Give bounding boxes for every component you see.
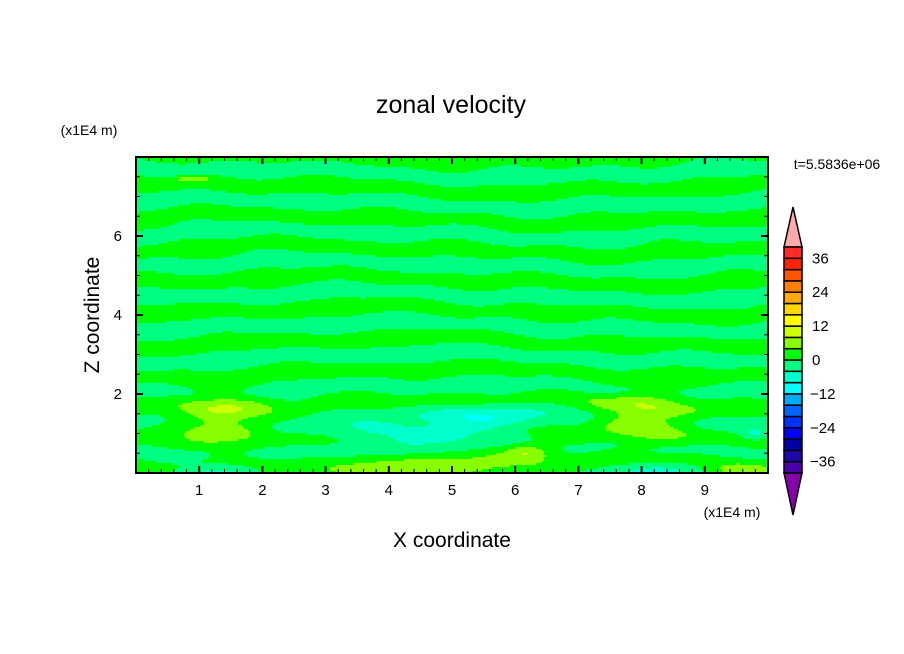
colorbar-box (783, 415, 803, 429)
colorbar-box (783, 325, 803, 339)
colorbar-under-triangle (783, 472, 803, 516)
chart-title: zonal velocity (376, 91, 527, 119)
y-axis-label: Z coordinate (81, 257, 104, 374)
colorbar-box (783, 449, 803, 463)
x-tick-label: 2 (258, 482, 266, 499)
colorbar-tick-label: 0 (812, 352, 820, 369)
x-tick-label: 5 (448, 482, 456, 499)
x-tick-label: 9 (701, 482, 709, 499)
y-tick-label: 4 (114, 307, 122, 324)
contour-field (136, 157, 768, 473)
colorbar-box (783, 404, 803, 418)
colorbar: 36 24 12 0 −12 −24 −36 (783, 206, 835, 516)
y-unit-label: (x1E4 m) (61, 122, 118, 138)
plot-frame (135, 156, 769, 474)
x-tick-label: 4 (385, 482, 393, 499)
x-unit-label: (x1E4 m) (704, 504, 761, 520)
x-tick-label: 6 (511, 482, 519, 499)
colorbar-tick-label: −24 (810, 420, 835, 437)
colorbar-box (783, 438, 803, 452)
colorbar-over-triangle (783, 206, 803, 248)
colorbar-box (783, 280, 803, 293)
colorbar-box (783, 393, 803, 406)
colorbar-box (783, 336, 803, 350)
y-tick-label: 6 (114, 228, 122, 245)
colorbar-box (783, 347, 803, 361)
colorbar-box (783, 427, 803, 440)
colorbar-box (783, 268, 803, 282)
colorbar-box (783, 314, 803, 327)
colorbar-tick-label: 36 (812, 250, 829, 267)
colorbar-box (783, 460, 803, 474)
y-tick-label: 2 (114, 386, 122, 403)
axes: 1 2 3 4 5 6 7 8 9 2 4 6 (114, 156, 769, 499)
time-label: t=5.5836e+06 (794, 156, 881, 172)
colorbar-box (783, 246, 803, 260)
colorbar-tick-label: −12 (810, 386, 835, 403)
colorbar-tick-label: 24 (812, 284, 829, 301)
x-tick-label: 7 (574, 482, 582, 499)
colorbar-box (783, 359, 803, 373)
colorbar-box (783, 370, 803, 384)
colorbar-tick-label: −36 (810, 454, 835, 471)
x-tick-label: 1 (195, 482, 203, 499)
x-axis-label: X coordinate (393, 529, 511, 552)
colorbar-box (783, 257, 803, 271)
x-tick-label: 3 (321, 482, 329, 499)
colorbar-box (783, 381, 803, 395)
colorbar-tick-label: 12 (812, 318, 829, 335)
x-tick-label: 8 (637, 482, 645, 499)
colorbar-box (783, 302, 803, 316)
colorbar-box (783, 291, 803, 305)
